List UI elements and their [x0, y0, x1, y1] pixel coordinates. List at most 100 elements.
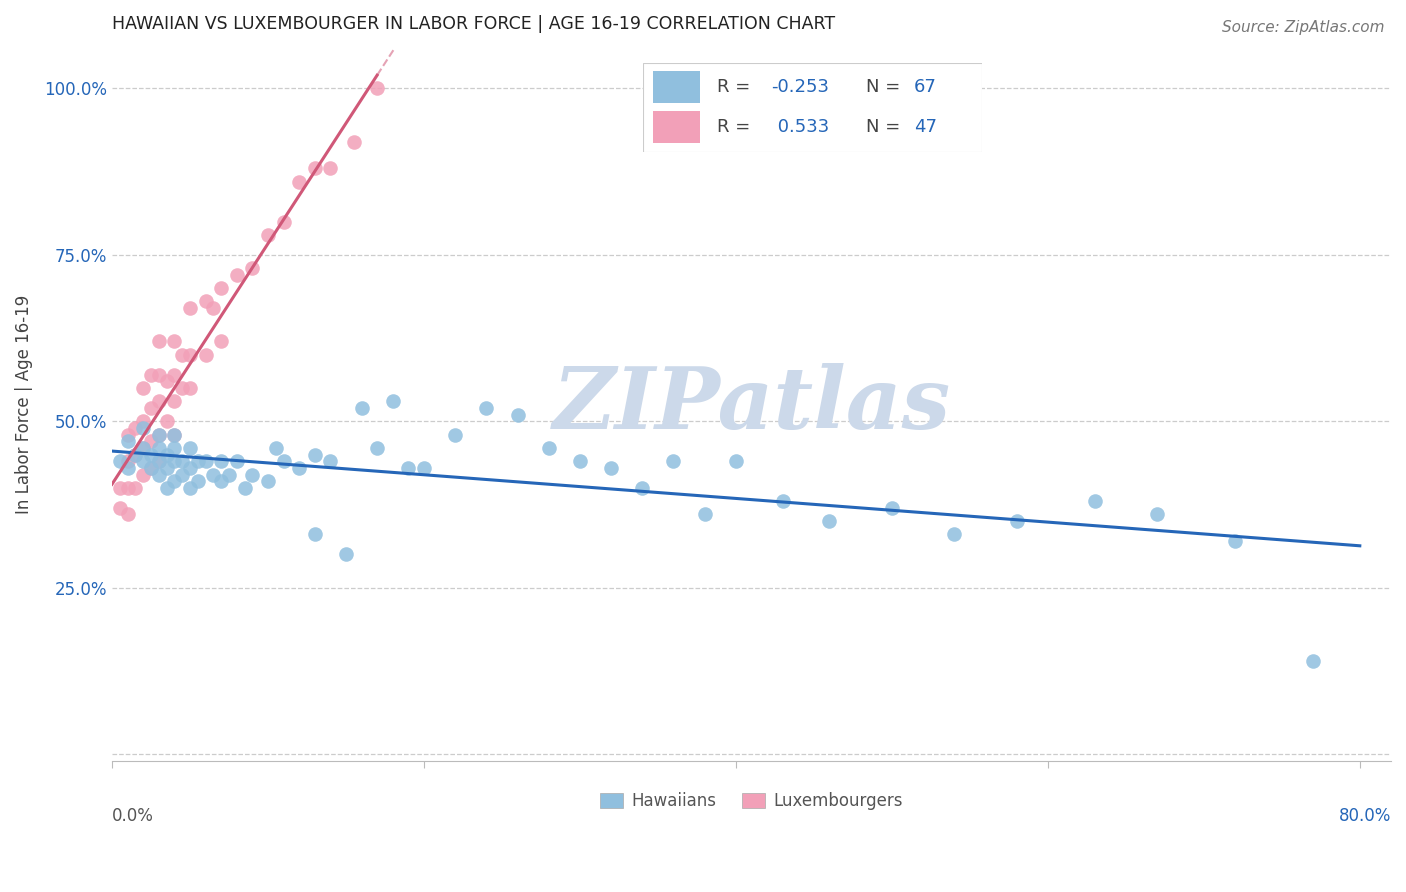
Point: [117, 434, 139, 449]
Point: [693, 508, 716, 522]
Point: [1084, 494, 1107, 508]
Point: [444, 427, 467, 442]
Point: [273, 214, 295, 228]
Point: [225, 268, 247, 282]
Point: [148, 334, 170, 349]
Point: [163, 427, 186, 442]
Point: [257, 474, 280, 488]
Point: [172, 381, 194, 395]
Point: [139, 368, 162, 382]
Text: 80.0%: 80.0%: [1339, 807, 1391, 825]
Point: [240, 261, 263, 276]
Point: [132, 414, 155, 428]
Point: [209, 334, 232, 349]
Point: [163, 368, 186, 382]
Y-axis label: In Labor Force | Age 16-19: In Labor Force | Age 16-19: [15, 295, 32, 515]
Point: [155, 414, 177, 428]
Point: [304, 448, 326, 462]
Point: [187, 474, 209, 488]
Point: [818, 514, 841, 528]
Point: [139, 461, 162, 475]
Point: [139, 461, 162, 475]
Point: [257, 227, 280, 242]
Point: [209, 474, 232, 488]
Point: [132, 467, 155, 482]
Point: [506, 408, 529, 422]
Point: [381, 394, 404, 409]
Point: [124, 448, 146, 462]
Point: [148, 441, 170, 455]
Point: [218, 467, 240, 482]
Point: [108, 500, 131, 515]
Point: [148, 427, 170, 442]
Point: [631, 481, 654, 495]
Point: [194, 454, 217, 468]
Point: [132, 454, 155, 468]
Point: [943, 527, 966, 541]
Point: [335, 548, 357, 562]
Point: [772, 494, 794, 508]
Point: [132, 421, 155, 435]
Text: ZIPatlas: ZIPatlas: [553, 363, 950, 446]
Point: [148, 454, 170, 468]
Point: [132, 381, 155, 395]
Text: HAWAIIAN VS LUXEMBOURGER IN LABOR FORCE | AGE 16-19 CORRELATION CHART: HAWAIIAN VS LUXEMBOURGER IN LABOR FORCE …: [112, 15, 835, 33]
Point: [366, 441, 388, 455]
Point: [148, 454, 170, 468]
Point: [475, 401, 498, 415]
Point: [172, 467, 194, 482]
Point: [172, 348, 194, 362]
Point: [304, 161, 326, 176]
Point: [179, 481, 201, 495]
Point: [148, 427, 170, 442]
Point: [179, 381, 201, 395]
Point: [202, 467, 225, 482]
Point: [202, 301, 225, 315]
Point: [179, 441, 201, 455]
Point: [155, 461, 177, 475]
Point: [413, 461, 436, 475]
Point: [117, 508, 139, 522]
Point: [163, 441, 186, 455]
Point: [148, 467, 170, 482]
Point: [179, 348, 201, 362]
Point: [319, 161, 342, 176]
Point: [132, 441, 155, 455]
Point: [163, 474, 186, 488]
Point: [108, 481, 131, 495]
Point: [350, 401, 373, 415]
Point: [179, 461, 201, 475]
Point: [1146, 508, 1168, 522]
Point: [187, 454, 209, 468]
Point: [600, 461, 623, 475]
Point: [155, 448, 177, 462]
Point: [163, 334, 186, 349]
Point: [132, 441, 155, 455]
Point: [124, 481, 146, 495]
Point: [163, 427, 186, 442]
Point: [209, 281, 232, 295]
Point: [117, 427, 139, 442]
Point: [288, 461, 311, 475]
Point: [117, 454, 139, 468]
Point: [319, 454, 342, 468]
Point: [148, 394, 170, 409]
Point: [724, 454, 747, 468]
Point: [155, 481, 177, 495]
Point: [662, 454, 685, 468]
Point: [288, 175, 311, 189]
Point: [117, 481, 139, 495]
Point: [366, 81, 388, 95]
Point: [343, 135, 366, 149]
Point: [1005, 514, 1028, 528]
Point: [124, 421, 146, 435]
Point: [179, 301, 201, 315]
Point: [139, 401, 162, 415]
Point: [139, 434, 162, 449]
Point: [273, 454, 295, 468]
Point: [1223, 534, 1246, 549]
Point: [225, 454, 247, 468]
Point: [233, 481, 256, 495]
Point: [240, 467, 263, 482]
Point: [155, 375, 177, 389]
